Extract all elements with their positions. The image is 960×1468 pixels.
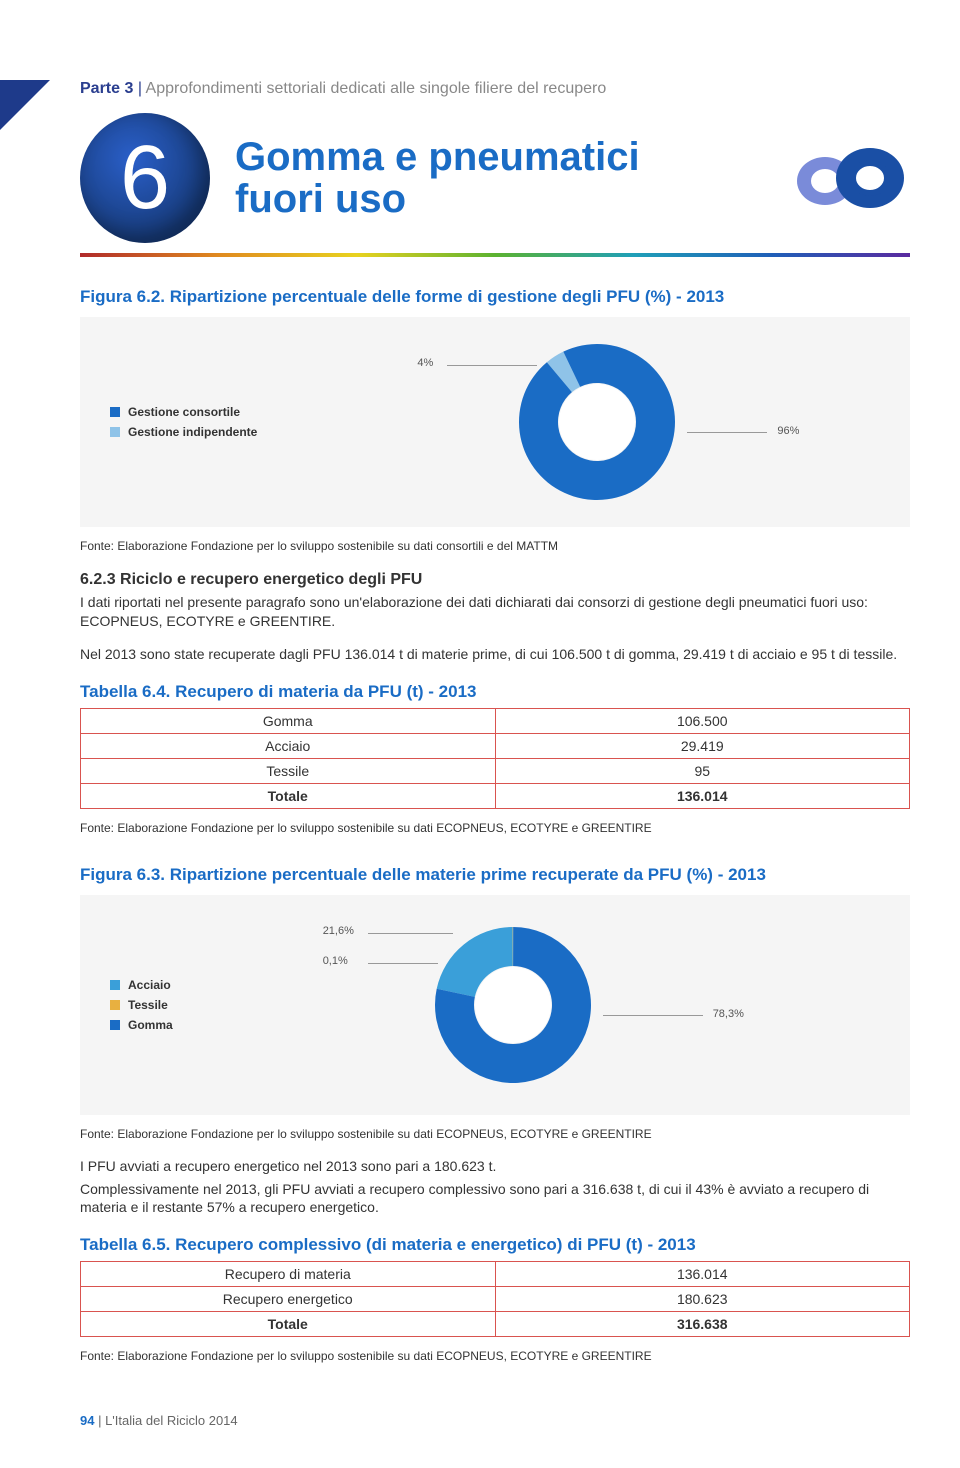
- chapter-badge: 6: [80, 113, 210, 243]
- legend-label: Acciaio: [128, 978, 171, 992]
- table-cell-value: 95: [495, 758, 910, 783]
- figure-6-3-title: Figura 6.3. Ripartizione percentuale del…: [80, 865, 910, 885]
- figure-6-3-legend: Acciaio Tessile Gomma: [110, 972, 173, 1038]
- title-line1: Gomma e pneumatici: [235, 136, 765, 178]
- table-cell-value: 106.500: [495, 708, 910, 733]
- rainbow-divider: [80, 253, 910, 257]
- breadcrumb-pre: Parte 3: [80, 80, 138, 97]
- table-cell-value: 29.419: [495, 733, 910, 758]
- table-cell-label: Totale: [81, 783, 496, 808]
- section-6-2-3-head: 6.2.3 Riciclo e recupero energetico degl…: [80, 571, 910, 589]
- chart-label-4pct: 4%: [417, 357, 433, 369]
- legend-label: Tessile: [128, 998, 168, 1012]
- legend-swatch: [110, 1020, 120, 1030]
- chart-label-96pct: 96%: [777, 425, 799, 437]
- page-title: Gomma e pneumatici fuori uso: [235, 136, 765, 220]
- table-6-5-title: Tabella 6.5. Recupero complessivo (di ma…: [80, 1235, 910, 1255]
- table-cell-label: Recupero di materia: [81, 1262, 496, 1287]
- table-6-4-source: Fonte: Elaborazione Fondazione per lo sv…: [80, 821, 910, 835]
- table-row: Tessile95: [81, 758, 910, 783]
- chart-label-0-1pct: 0,1%: [323, 955, 348, 967]
- table-cell-label: Acciaio: [81, 733, 496, 758]
- paragraph-recupero-energetico-1: I PFU avviati a recupero energetico nel …: [80, 1157, 910, 1176]
- section-6-2-3-p1: I dati riportati nel presente paragrafo …: [80, 593, 910, 631]
- table-row: Recupero energetico180.623: [81, 1287, 910, 1312]
- table-cell-label: Totale: [81, 1312, 496, 1337]
- breadcrumb-sep: |: [138, 80, 146, 97]
- breadcrumb: Parte 3 | Approfondimenti settoriali ded…: [80, 80, 910, 98]
- figure-6-3-source: Fonte: Elaborazione Fondazione per lo sv…: [80, 1127, 910, 1141]
- tire-icon: [790, 143, 910, 213]
- legend-swatch: [110, 427, 120, 437]
- table-row: Gomma106.500: [81, 708, 910, 733]
- table-row-total: Totale136.014: [81, 783, 910, 808]
- legend-swatch: [110, 407, 120, 417]
- chart-leader-line: [368, 963, 438, 964]
- table-6-4: Gomma106.500Acciaio29.419Tessile95Totale…: [80, 708, 910, 809]
- legend-item: Gomma: [110, 1018, 173, 1032]
- chart-label-78-3pct: 78,3%: [713, 1008, 744, 1020]
- legend-label: Gomma: [128, 1018, 173, 1032]
- table-row: Acciaio29.419: [81, 733, 910, 758]
- page-number: 94: [80, 1413, 94, 1428]
- footer-sep: |: [94, 1413, 105, 1428]
- footer-doc: L'Italia del Riciclo 2014: [105, 1413, 238, 1428]
- chapter-number: 6: [120, 127, 170, 230]
- table-6-5: Recupero di materia136.014Recupero energ…: [80, 1261, 910, 1337]
- table-cell-value: 180.623: [495, 1287, 910, 1312]
- table-6-5-source: Fonte: Elaborazione Fondazione per lo sv…: [80, 1349, 910, 1363]
- paragraph-recupero-energetico-2: Complessivamente nel 2013, gli PFU avvia…: [80, 1180, 910, 1218]
- figure-6-2-source: Fonte: Elaborazione Fondazione per lo sv…: [80, 539, 910, 553]
- table-cell-value: 136.014: [495, 1262, 910, 1287]
- table-row: Recupero di materia136.014: [81, 1262, 910, 1287]
- table-cell-label: Tessile: [81, 758, 496, 783]
- chart-label-21-6pct: 21,6%: [323, 925, 354, 937]
- table-cell-label: Recupero energetico: [81, 1287, 496, 1312]
- figure-6-2-legend: Gestione consortile Gestione indipendente: [110, 399, 257, 445]
- chart-leader-line: [687, 432, 767, 433]
- legend-label: Gestione indipendente: [128, 425, 257, 439]
- section-6-2-3-p2: Nel 2013 sono state recuperate dagli PFU…: [80, 645, 910, 664]
- legend-label: Gestione consortile: [128, 405, 240, 419]
- legend-item: Gestione indipendente: [110, 425, 257, 439]
- figure-6-3-chart: Acciaio Tessile Gomma 21,6% 0,1% 78,3%: [80, 895, 910, 1115]
- page-footer: 94 | L'Italia del Riciclo 2014: [80, 1413, 910, 1428]
- title-line2: fuori uso: [235, 178, 765, 220]
- table-6-4-title: Tabella 6.4. Recupero di materia da PFU …: [80, 682, 910, 702]
- legend-swatch: [110, 980, 120, 990]
- table-row-total: Totale316.638: [81, 1312, 910, 1337]
- legend-item: Gestione consortile: [110, 405, 257, 419]
- table-cell-label: Gomma: [81, 708, 496, 733]
- figure-6-2-chart: Gestione consortile Gestione indipendente…: [80, 317, 910, 527]
- chart-leader-line: [603, 1015, 703, 1016]
- legend-swatch: [110, 1000, 120, 1010]
- table-cell-value: 316.638: [495, 1312, 910, 1337]
- corner-tab: [0, 80, 50, 130]
- legend-item: Acciaio: [110, 978, 173, 992]
- legend-item: Tessile: [110, 998, 173, 1012]
- breadcrumb-sub: Approfondimenti settoriali dedicati alle…: [146, 80, 607, 97]
- table-cell-value: 136.014: [495, 783, 910, 808]
- figure-6-2-title: Figura 6.2. Ripartizione percentuale del…: [80, 287, 910, 307]
